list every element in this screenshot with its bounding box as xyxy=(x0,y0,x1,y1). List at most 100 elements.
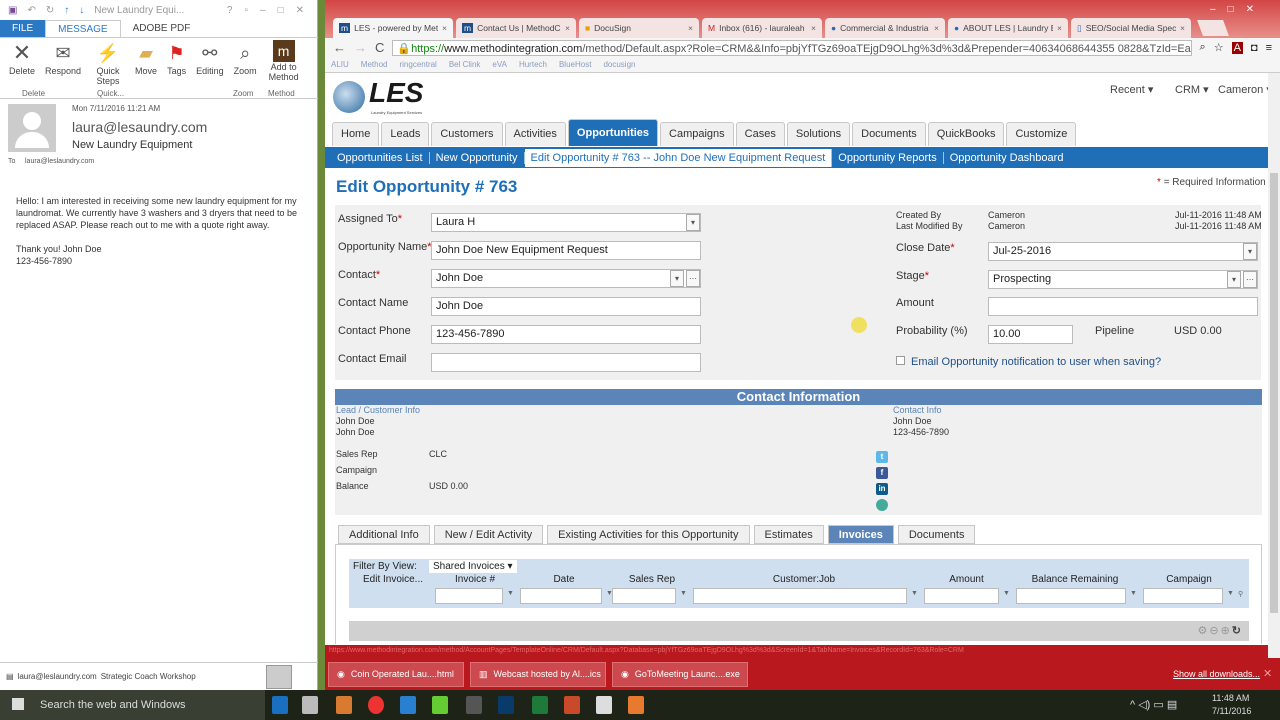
filter-dropdown-icon[interactable]: ▼ xyxy=(1003,590,1010,597)
menu-icon[interactable]: ≡ xyxy=(1265,41,1272,54)
calculator-taskbar-icon[interactable] xyxy=(596,696,612,714)
close-tab-icon[interactable]: × xyxy=(1057,23,1062,33)
contact-select[interactable]: John Doe xyxy=(431,269,701,288)
message-from[interactable]: laura@lesaundry.com xyxy=(72,119,208,135)
close-tab-icon[interactable]: × xyxy=(442,23,447,33)
tab-adobe-pdf[interactable]: ADOBE PDF xyxy=(132,23,191,34)
twitter-icon[interactable]: t xyxy=(876,451,888,463)
outlook-taskbar-icon[interactable] xyxy=(272,696,288,714)
zoom-icon[interactable]: ⌕ xyxy=(1199,41,1206,53)
browser-tab[interactable]: ● ABOUT LES | Laundry Eq × xyxy=(948,18,1068,38)
filter-invoice-number[interactable] xyxy=(435,588,503,604)
store-taskbar-icon[interactable] xyxy=(302,696,318,714)
subnav-opportunities-list[interactable]: Opportunities List xyxy=(335,151,430,164)
web-globe-icon[interactable] xyxy=(876,499,888,511)
subnav-opportunity-dashboard[interactable]: Opportunity Dashboard xyxy=(949,151,1064,164)
filter-date[interactable] xyxy=(520,588,602,604)
filter-dropdown-icon[interactable]: ▼ xyxy=(1227,590,1234,597)
bookmark[interactable]: ringcentral xyxy=(399,60,437,69)
star-icon[interactable]: ☆ xyxy=(1213,42,1224,54)
move-button[interactable]: ▰ Move xyxy=(130,40,162,96)
undo-icon[interactable]: ↶ xyxy=(27,4,36,16)
clock-date[interactable]: 7/11/2016 xyxy=(1212,706,1252,716)
back-icon[interactable]: ← xyxy=(333,40,346,55)
column-header[interactable]: Balance Remaining xyxy=(1031,574,1119,585)
nav-customers[interactable]: Customers xyxy=(431,122,503,146)
nav-campaigns[interactable]: Campaigns xyxy=(660,122,734,146)
contact-avatar[interactable] xyxy=(266,664,292,689)
excel-taskbar-icon[interactable] xyxy=(532,696,548,714)
facebook-icon[interactable]: f xyxy=(876,467,888,479)
close-tab-icon[interactable]: × xyxy=(811,23,816,33)
assigned-to-select[interactable]: Laura H xyxy=(431,213,701,232)
save-icon[interactable]: ▣ xyxy=(8,4,18,16)
quick-steps-button[interactable]: ⚡ Quick Steps xyxy=(86,40,130,96)
taskbar-search[interactable]: Search the web and Windows xyxy=(0,690,265,720)
filter-customer-job[interactable] xyxy=(693,588,907,604)
tab-estimates[interactable]: Estimates xyxy=(753,525,824,544)
contact-phone-input[interactable]: 123-456-7890 xyxy=(431,325,701,344)
column-header[interactable]: Date xyxy=(553,574,575,585)
bookmark[interactable]: Bel Clink xyxy=(448,60,481,69)
close-date-input[interactable]: Jul-25-2016 xyxy=(988,242,1258,261)
adobe-icon[interactable]: A xyxy=(1231,41,1243,54)
filter-campaign[interactable] xyxy=(1143,588,1223,604)
linkedin-icon[interactable]: in xyxy=(876,483,888,495)
app-taskbar-icon[interactable] xyxy=(432,696,448,714)
browser-tab[interactable]: m Contact Us | MethodCR × xyxy=(456,18,576,38)
download-item[interactable]: ▥ Webcast hosted by Al....ics xyxy=(470,662,606,687)
bookmark[interactable]: Hurtech xyxy=(518,60,547,69)
nav-opportunities[interactable]: Opportunities xyxy=(567,119,659,146)
respond-button[interactable]: ✉ Respond xyxy=(40,40,86,96)
tab-documents[interactable]: Documents xyxy=(897,525,976,544)
filter-dropdown-icon[interactable]: ▼ xyxy=(507,590,514,597)
tab-message[interactable]: MESSAGE xyxy=(45,20,121,38)
contact-name-input[interactable]: John Doe xyxy=(431,297,701,316)
chevron-down-icon[interactable]: ▾ xyxy=(1243,243,1257,260)
app-taskbar-icon[interactable] xyxy=(466,696,482,714)
filter-dropdown-icon[interactable]: ▼ xyxy=(680,590,687,597)
opportunity-name-input[interactable]: John Doe New Equipment Request xyxy=(431,241,701,260)
filter-dropdown-icon[interactable]: ▼ xyxy=(911,590,918,597)
browser-tab[interactable]: M Inbox (616) - lauraleah × xyxy=(702,18,822,38)
windows-start-icon[interactable] xyxy=(12,698,24,710)
probability-input[interactable]: 10.00 xyxy=(988,325,1073,344)
nav-documents[interactable]: Documents xyxy=(852,122,926,146)
photoshop-taskbar-icon[interactable] xyxy=(498,696,514,714)
chrome-taskbar-icon[interactable] xyxy=(368,696,384,714)
nav-cases[interactable]: Cases xyxy=(735,122,785,146)
up-icon[interactable]: ↑ xyxy=(64,4,70,16)
column-header[interactable]: Amount xyxy=(949,574,984,585)
bookmark[interactable]: BlueHost xyxy=(558,60,592,69)
filter-amount[interactable] xyxy=(924,588,999,604)
bookmark[interactable]: ALIU xyxy=(331,60,349,69)
filter-balance[interactable] xyxy=(1016,588,1126,604)
ellipsis-icon[interactable]: ⋯ xyxy=(686,270,700,287)
column-header[interactable]: Campaign xyxy=(1166,574,1212,585)
bookmark[interactable]: Method xyxy=(360,60,388,69)
close-tab-icon[interactable]: × xyxy=(565,23,570,33)
footer-email[interactable]: laura@leslaundry.com xyxy=(17,672,97,681)
amount-input[interactable] xyxy=(988,297,1258,316)
window-controls[interactable]: –□✕ xyxy=(1210,4,1266,15)
down-icon[interactable]: ↓ xyxy=(79,4,85,16)
chevron-down-icon[interactable]: ▾ xyxy=(1227,271,1241,288)
close-tab-icon[interactable]: × xyxy=(688,23,693,33)
gotomeeting-taskbar-icon[interactable] xyxy=(628,696,644,714)
page-scrollbar[interactable] xyxy=(1268,73,1280,658)
browser-tab[interactable]: m LES - powered by Meth × xyxy=(333,18,453,38)
column-header[interactable]: Customer:Job xyxy=(772,574,836,585)
nav-solutions[interactable]: Solutions xyxy=(786,122,851,146)
filter-dropdown-icon[interactable]: ▼ xyxy=(1130,590,1137,597)
chevron-down-icon[interactable]: ▾ xyxy=(686,214,700,231)
close-downloads-icon[interactable]: ✕ xyxy=(1263,668,1273,680)
close-tab-icon[interactable]: × xyxy=(1180,23,1185,33)
nav-home[interactable]: Home xyxy=(332,122,380,146)
subnav-new-opportunity[interactable]: New Opportunity xyxy=(430,151,525,164)
add-to-method-button[interactable]: m Add to Method xyxy=(262,40,306,96)
email-notify-label[interactable]: Email Opportunity notification to user w… xyxy=(911,356,1162,368)
url-input[interactable]: 🔒https://www.methodintegration.com/metho… xyxy=(392,39,1192,56)
nav-activities[interactable]: Activities xyxy=(504,122,566,146)
user-menu[interactable]: Cameron ▾ xyxy=(1218,84,1268,96)
recent-menu[interactable]: Recent ▾ xyxy=(1110,84,1154,96)
